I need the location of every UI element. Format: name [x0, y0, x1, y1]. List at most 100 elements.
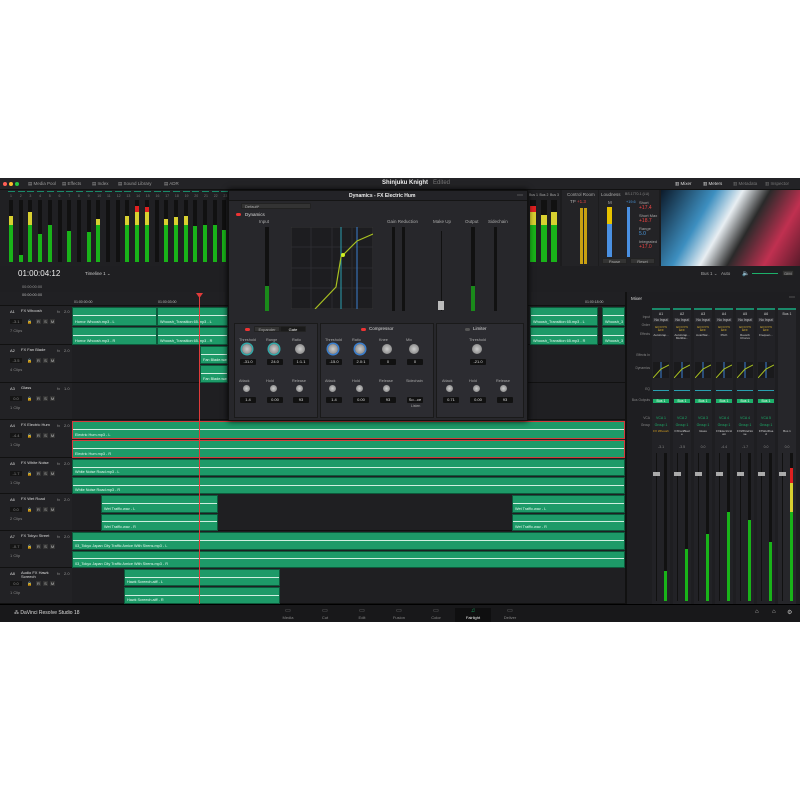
- bus-output[interactable]: Bus 1: [758, 399, 774, 403]
- mute-button[interactable]: M: [50, 581, 55, 586]
- audio-clip[interactable]: Whoosh_Transition 65.mp3 - L: [530, 307, 598, 326]
- audio-clip[interactable]: Horror Whoosh.mp3 - L: [72, 307, 157, 326]
- solo-button[interactable]: S: [43, 544, 48, 549]
- release-value[interactable]: 93: [293, 397, 309, 403]
- mute-button[interactable]: M: [50, 507, 55, 512]
- release-knob[interactable]: [383, 385, 390, 392]
- toolbar-index[interactable]: ▤ Index: [92, 181, 109, 186]
- eq-thumbnail[interactable]: [653, 390, 669, 391]
- make-up-fader[interactable]: [438, 301, 444, 310]
- audio-clip[interactable]: Hawk Screech.aiff - L: [124, 569, 280, 586]
- input-select[interactable]: No Input: [695, 318, 711, 322]
- close-window-icon[interactable]: [3, 182, 7, 186]
- knee-value[interactable]: 0: [380, 359, 396, 365]
- solo-button[interactable]: S: [43, 358, 48, 363]
- fader-handle[interactable]: [758, 472, 765, 476]
- listen-label[interactable]: Listen: [411, 404, 421, 408]
- dynamics-thumbnail[interactable]: [758, 362, 774, 378]
- fader-handle[interactable]: [695, 472, 702, 476]
- fx-icon[interactable]: fx: [57, 571, 61, 576]
- lock-icon[interactable]: 🔒: [27, 544, 32, 549]
- settings-gear-icon[interactable]: ⚙: [787, 610, 793, 616]
- track-header-a1[interactable]: A1 FX Whoosh fx 2.0 -3.1 🔒 R S M 7 Clips: [0, 306, 72, 345]
- effects-slot[interactable]: AutoWar...: [696, 333, 710, 337]
- solo-button[interactable]: S: [43, 396, 48, 401]
- record-button[interactable]: R: [36, 544, 41, 549]
- fader-handle[interactable]: [674, 472, 681, 476]
- mute-button[interactable]: M: [50, 358, 55, 363]
- track-name[interactable]: FX Fan Blade: [21, 347, 46, 352]
- lock-icon[interactable]: 🔒: [27, 319, 32, 324]
- mix-knob[interactable]: [409, 344, 419, 354]
- effects-slot[interactable]: Pitch: [720, 333, 728, 337]
- toolbar-sound-library[interactable]: ▤ Sound Library: [118, 181, 152, 186]
- compressor-toggle[interactable]: [361, 328, 366, 331]
- page-tab-deliver[interactable]: ▭ Deliver: [492, 608, 528, 622]
- speaker-icon[interactable]: 🔈: [742, 271, 750, 277]
- track-header-a7[interactable]: A7 FX Tokyo Street fx 2.0 -0.7 🔒 R S M 1 Clip: [0, 531, 72, 568]
- track-name[interactable]: FX Wet Road: [21, 496, 45, 501]
- threshold-value[interactable]: -21.0: [470, 359, 486, 365]
- page-tab-media[interactable]: ▭ Media: [270, 608, 306, 622]
- sidechain-value[interactable]: So...ce: [407, 397, 423, 403]
- home-icon[interactable]: ⌂: [772, 609, 776, 615]
- track-volume[interactable]: 0.0: [10, 507, 22, 512]
- channel-name[interactable]: FXWetRoad: [758, 429, 774, 437]
- threshold-knob[interactable]: [242, 344, 252, 354]
- dynamics-transfer-graph[interactable]: [291, 227, 373, 309]
- dynamics-toggle[interactable]: [236, 213, 241, 216]
- volume-slider[interactable]: [752, 273, 778, 274]
- threshold-value[interactable]: -15.0: [326, 359, 342, 365]
- record-button[interactable]: R: [36, 319, 41, 324]
- release-knob[interactable]: [500, 385, 507, 392]
- lock-icon[interactable]: 🔒: [27, 507, 32, 512]
- release-value[interactable]: 93: [497, 397, 513, 403]
- ratio-value[interactable]: 1:1.1: [293, 359, 309, 365]
- group-assign[interactable]: Group 1: [717, 423, 731, 427]
- record-button[interactable]: R: [36, 581, 41, 586]
- auto-mode[interactable]: Auto: [721, 271, 731, 276]
- effects-slot[interactable]: AutoGrap... Multiba...: [674, 333, 690, 341]
- input-select[interactable]: No Input: [674, 318, 690, 322]
- fx-icon[interactable]: fx: [57, 423, 61, 428]
- page-tab-cut[interactable]: ▭ Cut: [307, 608, 343, 622]
- lock-icon[interactable]: 🔒: [27, 358, 32, 363]
- mute-button[interactable]: M: [50, 396, 55, 401]
- bus-output[interactable]: Bus 1: [695, 399, 711, 403]
- bus-output[interactable]: Bus 1: [674, 399, 690, 403]
- solo-button[interactable]: S: [43, 507, 48, 512]
- gate-toggle[interactable]: [245, 328, 250, 331]
- range-knob[interactable]: [269, 344, 279, 354]
- bus-output[interactable]: Bus 1: [737, 399, 753, 403]
- hold-value[interactable]: 0.00: [267, 397, 283, 403]
- track-header-a8[interactable]: A8 Audio FX Hawk Screech fx 2.0 0.0 🔒 R S M 1 Cli…: [0, 568, 72, 604]
- eq-thumbnail[interactable]: [737, 390, 753, 391]
- fx-icon[interactable]: fx: [57, 497, 61, 502]
- ratio-value[interactable]: 2.0:1: [353, 359, 369, 365]
- hold-knob[interactable]: [473, 385, 480, 392]
- mute-button[interactable]: M: [50, 319, 55, 324]
- lock-icon[interactable]: 🔒: [27, 471, 32, 476]
- maximize-window-icon[interactable]: [15, 182, 19, 186]
- audio-clip[interactable]: Whoosh_3 - L: [602, 307, 625, 326]
- audio-clip[interactable]: Wet Traffic.wav - R: [101, 513, 218, 531]
- audio-clip[interactable]: Horror Whoosh.mp3 - R: [72, 326, 157, 345]
- toolbar-media-pool[interactable]: ▤ Media Pool: [28, 181, 57, 186]
- solo-button[interactable]: S: [43, 319, 48, 324]
- eq-thumbnail[interactable]: [695, 390, 711, 391]
- tab-gate[interactable]: Gate: [280, 326, 306, 332]
- lock-icon[interactable]: 🔒: [27, 396, 32, 401]
- input-select[interactable]: No Input: [758, 318, 774, 322]
- dynamics-thumbnail[interactable]: [716, 362, 732, 378]
- attack-knob[interactable]: [446, 385, 453, 392]
- dynamics-thumbnail[interactable]: [695, 362, 711, 378]
- bus-output[interactable]: Bus 1: [653, 399, 669, 403]
- bus-select[interactable]: Bus 1 ⌄: [701, 271, 718, 276]
- track-header-a3[interactable]: A3 Glass fx 1.0 0.0 🔒 R S M 1 Clip: [0, 383, 72, 420]
- audio-clip[interactable]: Electric Hum.mp3 - R: [72, 440, 625, 458]
- effects-slot[interactable]: Reverb Chorus: [740, 333, 750, 341]
- attack-knob[interactable]: [329, 385, 336, 392]
- audio-clip[interactable]: Whoosh_Transition 65.mp3 - R: [530, 326, 598, 345]
- track-header-a4[interactable]: A4 FX Electric Hum fx 2.0 -4.4 🔒 R S M 1 Clip: [0, 420, 72, 458]
- settings-home-icon[interactable]: ⌂: [755, 609, 759, 615]
